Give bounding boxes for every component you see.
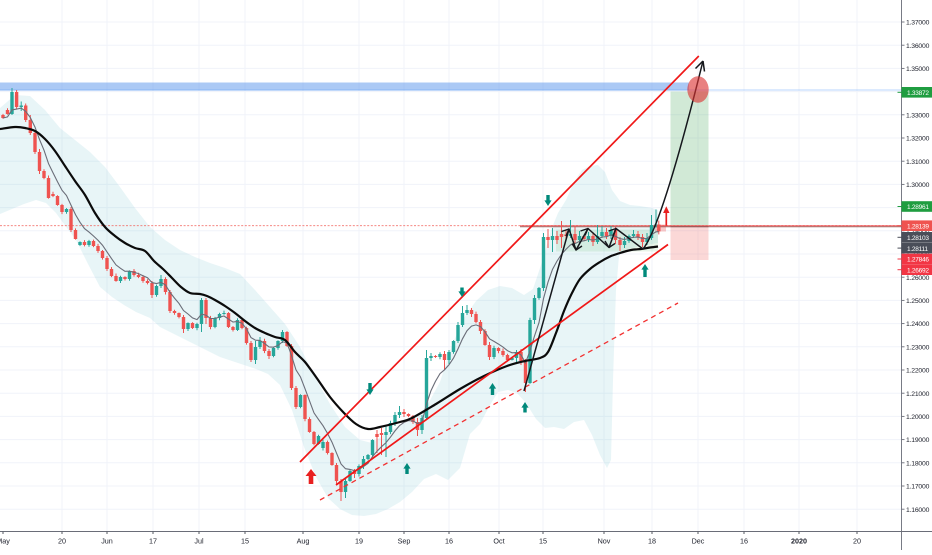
svg-text:Sep: Sep	[398, 537, 411, 546]
svg-text:18: 18	[648, 537, 656, 546]
svg-text:16: 16	[740, 537, 748, 546]
svg-text:1.28139: 1.28139	[907, 223, 929, 230]
svg-text:1.20000: 1.20000	[906, 414, 930, 421]
svg-text:1.28961: 1.28961	[907, 204, 929, 211]
svg-text:Nov: Nov	[598, 537, 611, 546]
svg-text:1.33000: 1.33000	[906, 112, 930, 119]
svg-text:Jul: Jul	[194, 537, 204, 546]
svg-text:1.22000: 1.22000	[906, 368, 930, 375]
svg-text:1.26000: 1.26000	[906, 275, 930, 282]
svg-text:1.36000: 1.36000	[906, 43, 930, 50]
svg-text:Jun: Jun	[101, 537, 113, 546]
svg-text:1.27846: 1.27846	[907, 257, 929, 264]
svg-text:2020: 2020	[791, 537, 807, 546]
svg-text:1.37000: 1.37000	[906, 20, 930, 27]
svg-text:1.17000: 1.17000	[906, 484, 930, 491]
svg-text:May: May	[0, 537, 10, 546]
svg-text:15: 15	[539, 537, 547, 546]
svg-text:1.35000: 1.35000	[906, 66, 930, 73]
svg-text:1.32000: 1.32000	[906, 136, 930, 143]
svg-text:1.21000: 1.21000	[906, 391, 930, 398]
svg-text:Aug: Aug	[297, 537, 310, 546]
svg-text:19: 19	[355, 537, 363, 546]
svg-text:Oct: Oct	[493, 537, 504, 546]
svg-text:Dec: Dec	[692, 537, 705, 546]
svg-text:1.18000: 1.18000	[906, 460, 930, 467]
svg-text:17: 17	[149, 537, 157, 546]
svg-text:15: 15	[241, 537, 249, 546]
svg-text:1.33872: 1.33872	[907, 90, 929, 97]
svg-text:1.19000: 1.19000	[906, 437, 930, 444]
svg-text:1.28111: 1.28111	[907, 246, 928, 253]
svg-text:1.28103: 1.28103	[907, 235, 929, 242]
svg-text:1.31000: 1.31000	[906, 159, 930, 166]
svg-text:20: 20	[58, 537, 66, 546]
svg-text:1.26692: 1.26692	[907, 267, 929, 274]
svg-text:1.16000: 1.16000	[906, 507, 930, 514]
svg-text:1.25000: 1.25000	[906, 298, 930, 305]
svg-text:20: 20	[853, 537, 861, 546]
svg-text:1.24000: 1.24000	[906, 321, 930, 328]
svg-text:1.23000: 1.23000	[906, 344, 930, 351]
svg-text:1.30000: 1.30000	[906, 182, 930, 189]
svg-text:16: 16	[445, 537, 453, 546]
